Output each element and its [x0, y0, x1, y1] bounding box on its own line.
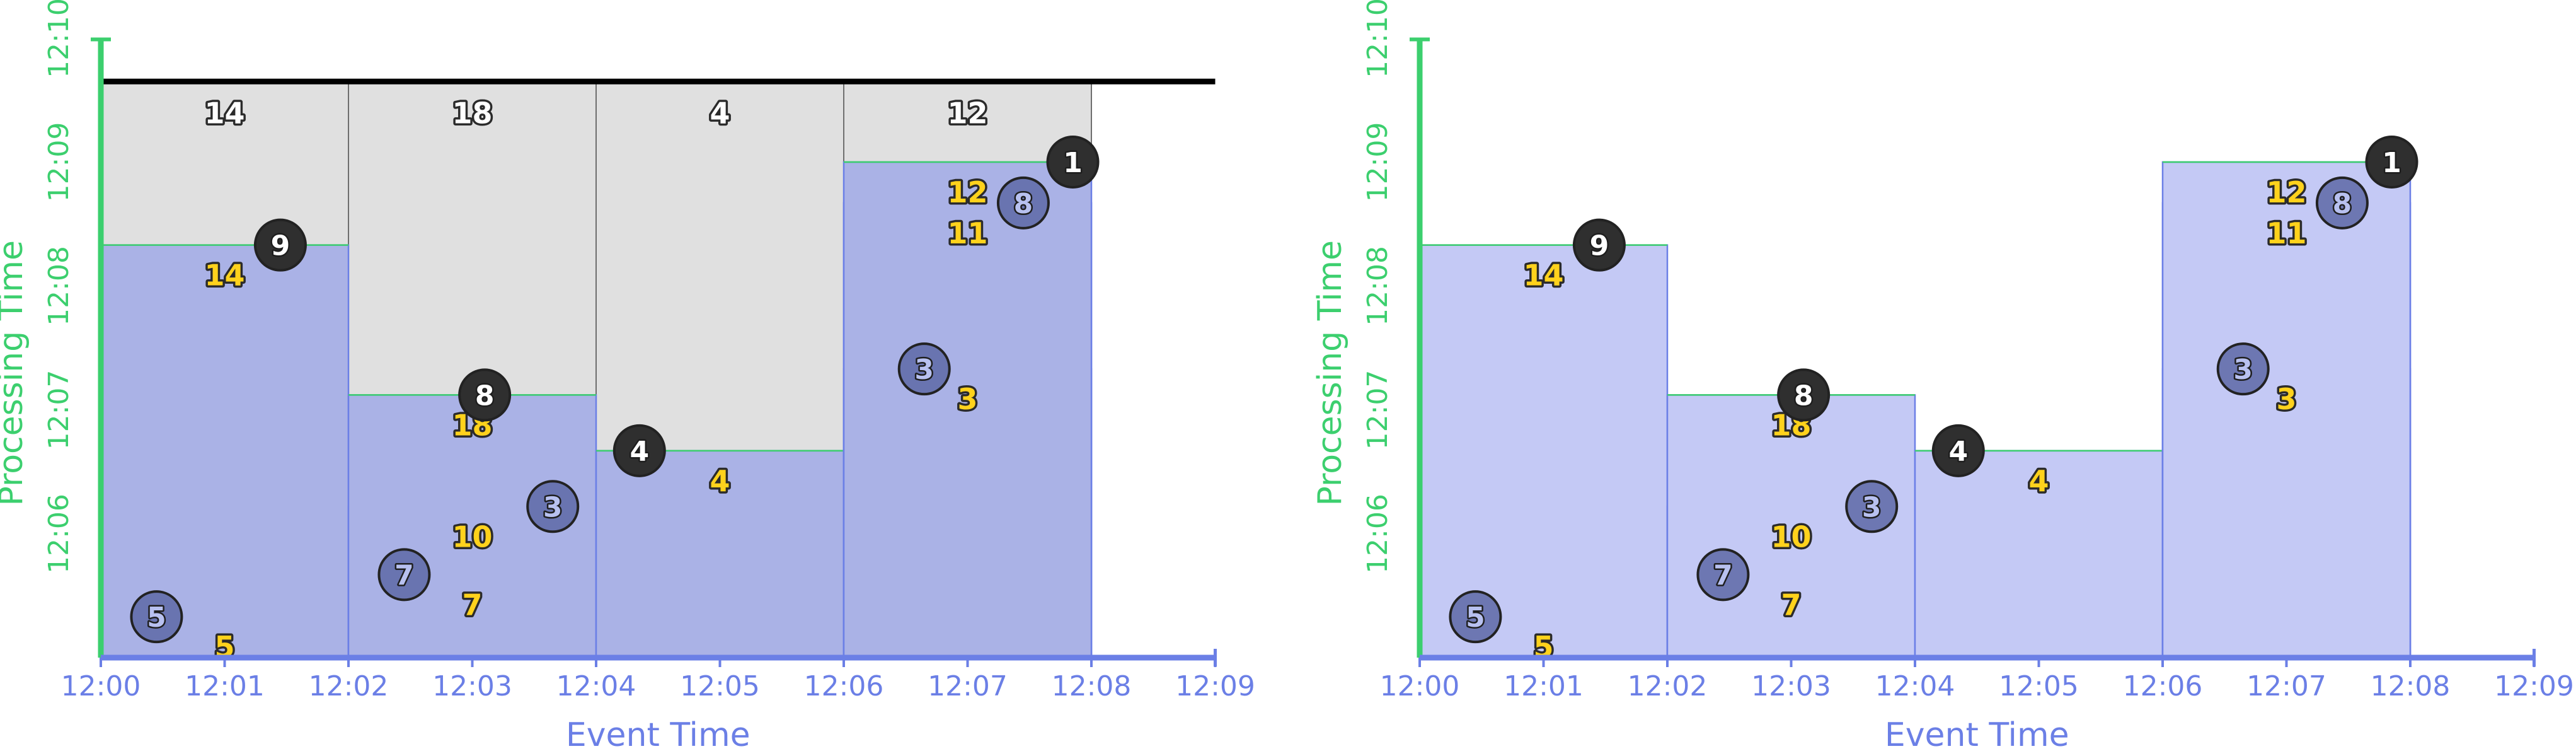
datum-circle [458, 368, 512, 422]
datum-value: 1 [1063, 147, 1083, 179]
y-tick-label: 12:08 [1362, 246, 1394, 326]
running-sum-label: 11 [2266, 216, 2306, 250]
x-tick-label: 12:06 [2123, 670, 2203, 702]
running-sum-label: 3 [957, 382, 977, 416]
x-tick-label: 12:07 [2246, 670, 2326, 702]
running-sum-label: 12 [947, 175, 987, 209]
datum-circle [1931, 424, 1985, 477]
running-sum-label: 3 [2276, 382, 2296, 416]
running-sum-label: 11 [947, 216, 987, 250]
running-sum-label: 14 [204, 259, 244, 293]
completed-sum-label: 14 [204, 96, 244, 130]
datum-value: 3 [1862, 491, 1882, 523]
y-tick-label: 12:10 [43, 0, 75, 78]
datum-value: 3 [914, 354, 934, 386]
datum-value: 3 [543, 491, 563, 523]
datum-value: 3 [2233, 354, 2253, 386]
running-sum-label: 14 [1523, 259, 1563, 293]
datum-value: 4 [630, 436, 649, 468]
x-tick-label: 12:03 [1751, 670, 1831, 702]
datum-value: 4 [1948, 436, 1968, 468]
completed-sum-label: 12 [947, 96, 987, 130]
y-tick-label: 12:10 [1362, 0, 1394, 78]
x-tick-label: 12:02 [1628, 670, 1708, 702]
x-axis-title: Event Time [566, 716, 750, 754]
y-tick-label: 12:09 [1362, 122, 1394, 202]
x-tick-label: 12:00 [61, 670, 141, 702]
x-tick-label: 12:00 [1380, 670, 1460, 702]
datum-circle [1449, 590, 1502, 644]
datum-value: 9 [271, 230, 290, 262]
x-tick-label: 12:09 [1175, 670, 1255, 702]
pane-bar-3-2 [2161, 161, 2412, 659]
datum-value: 8 [2333, 188, 2352, 220]
completed-sum-label: 4 [710, 96, 730, 130]
y-tick-label: 12:08 [43, 246, 75, 326]
datum-circle [1572, 218, 1626, 272]
datum-circle [526, 480, 580, 533]
x-tick-label: 12:03 [432, 670, 512, 702]
x-tick-label: 12:04 [1875, 670, 1955, 702]
y-tick-label: 12:06 [43, 494, 75, 574]
x-tick-label: 12:06 [804, 670, 884, 702]
y-axis-title: Processing Time [0, 240, 30, 506]
datum-circle [2365, 136, 2418, 189]
running-sum-label: 4 [2028, 464, 2049, 498]
pane-bar-0-1 [1418, 244, 1669, 659]
y-tick-label: 12:07 [43, 370, 75, 450]
datum-value: 5 [147, 602, 166, 634]
y-tick-label: 12:06 [1362, 494, 1394, 574]
pane-bar-3-2 [842, 161, 1093, 659]
datum-value: 8 [1794, 380, 1814, 412]
x-tick-label: 12:08 [2371, 670, 2451, 702]
running-sum-label: 10 [1771, 520, 1811, 554]
x-tick-label: 12:01 [1504, 670, 1584, 702]
running-sum-label: 12 [2266, 175, 2306, 209]
datum-circle [2216, 342, 2270, 396]
pane-bar-2-0 [595, 450, 845, 659]
completed-sum-label: 18 [452, 96, 492, 130]
datum-value: 7 [1713, 559, 1733, 591]
datum-circle [897, 342, 951, 396]
y-axis-title: Processing Time [1311, 240, 1349, 506]
datum-circle [612, 424, 666, 477]
y-tick-label: 12:07 [1362, 370, 1394, 450]
running-sum-label: 7 [462, 588, 482, 622]
datum-circle [130, 590, 183, 644]
datum-circle [996, 176, 1050, 230]
y-tick-label: 12:09 [43, 122, 75, 202]
datum-value: 5 [1466, 602, 1485, 634]
running-sum-label: 10 [452, 520, 492, 554]
datum-circle [1696, 548, 1750, 602]
datum-circle [1777, 368, 1831, 422]
x-tick-label: 12:09 [2494, 670, 2574, 702]
running-sum-label: 7 [1781, 588, 1801, 622]
datum-circle [377, 548, 431, 602]
datum-value: 7 [394, 559, 414, 591]
datum-value: 1 [2382, 147, 2401, 179]
datum-circle [253, 218, 307, 272]
x-tick-label: 12:02 [309, 670, 389, 702]
datum-circle [2315, 176, 2369, 230]
datum-circle [1845, 480, 1899, 533]
x-tick-label: 12:08 [1052, 670, 1132, 702]
datum-circle [1046, 136, 1100, 189]
pane-bar-0-1 [100, 244, 350, 659]
x-tick-label: 12:05 [1999, 670, 2079, 702]
x-tick-label: 12:04 [556, 670, 636, 702]
x-axis-title: Event Time [1885, 716, 2069, 754]
datum-value: 8 [475, 380, 495, 412]
datum-value: 9 [1590, 230, 1609, 262]
x-tick-label: 12:07 [928, 670, 1008, 702]
running-sum-label: 4 [710, 464, 730, 498]
x-tick-label: 12:01 [185, 670, 265, 702]
datum-value: 8 [1014, 188, 1033, 220]
x-tick-label: 12:05 [680, 670, 760, 702]
